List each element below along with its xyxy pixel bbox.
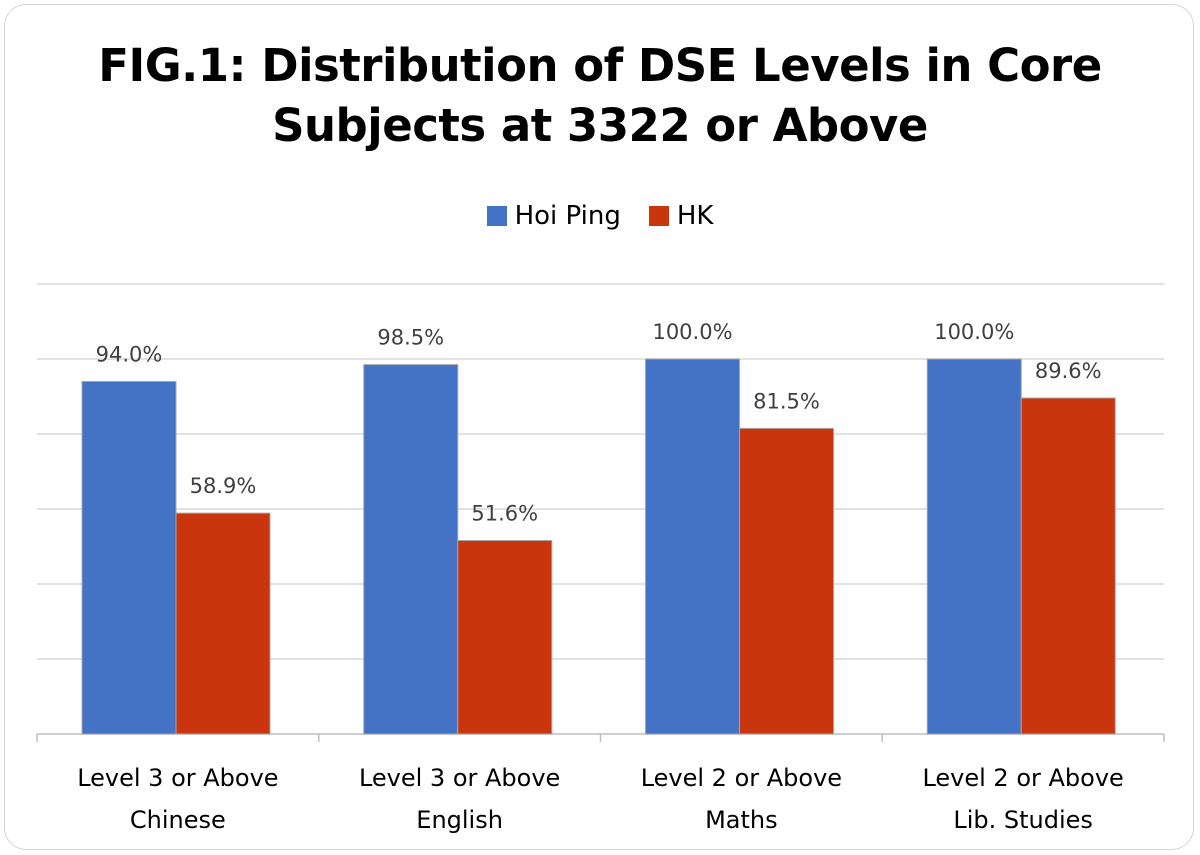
data-label-hk-4: 89.6% [1035, 359, 1102, 383]
bar-hoi-ping-3 [645, 358, 740, 735]
x-tick-label-3-line-2: Maths [705, 806, 778, 834]
data-label-hoi-ping-1: 94.0% [96, 343, 163, 367]
chart-title-line-1: FIG.1: Distribution of DSE Levels in Cor… [98, 39, 1102, 92]
bar-hk-1 [175, 512, 271, 735]
legend-swatch-hoi-ping [486, 206, 507, 226]
legend-label-hk: HK [676, 201, 714, 231]
x-tick-label-1-line-1: Level 3 or Above [77, 764, 278, 792]
data-label-hk-2: 51.6% [471, 502, 538, 526]
bar-hoi-ping-4 [926, 358, 1022, 735]
data-label-hk-3: 81.5% [753, 389, 820, 413]
data-label-hoi-ping-2: 98.5% [377, 326, 444, 350]
chart-title-line-2: Subjects at 3322 or Above [272, 99, 928, 152]
chart-title: FIG.1: Distribution of DSE Levels in Cor… [0, 36, 1200, 156]
x-tick-label-1-line-2: Chinese [130, 806, 226, 834]
chart-legend: Hoi Ping HK [0, 201, 1200, 231]
data-label-hk-1: 58.9% [190, 474, 257, 498]
data-label-hoi-ping-4: 100.0% [934, 320, 1014, 344]
x-tick-label-2-line-2: English [416, 806, 503, 834]
bar-hoi-ping-1 [81, 381, 177, 735]
legend-swatch-hk [648, 206, 669, 226]
x-tick-label-2-line-1: Level 3 or Above [359, 764, 560, 792]
bar-hk-2 [457, 540, 553, 735]
x-tick-label-4-line-2: Lib. Studies [953, 806, 1093, 834]
bar-hk-4 [1020, 397, 1116, 735]
bar-hk-3 [739, 427, 834, 735]
x-tick-label-3-line-1: Level 2 or Above [641, 764, 842, 792]
legend-item-hk: HK [648, 201, 714, 231]
legend-item-hoi-ping: Hoi Ping [486, 201, 621, 231]
legend-label-hoi-ping: Hoi Ping [514, 201, 621, 231]
bar-hoi-ping-2 [363, 364, 459, 735]
data-label-hoi-ping-3: 100.0% [652, 320, 732, 344]
x-tick-label-4-line-1: Level 2 or Above [922, 764, 1123, 792]
